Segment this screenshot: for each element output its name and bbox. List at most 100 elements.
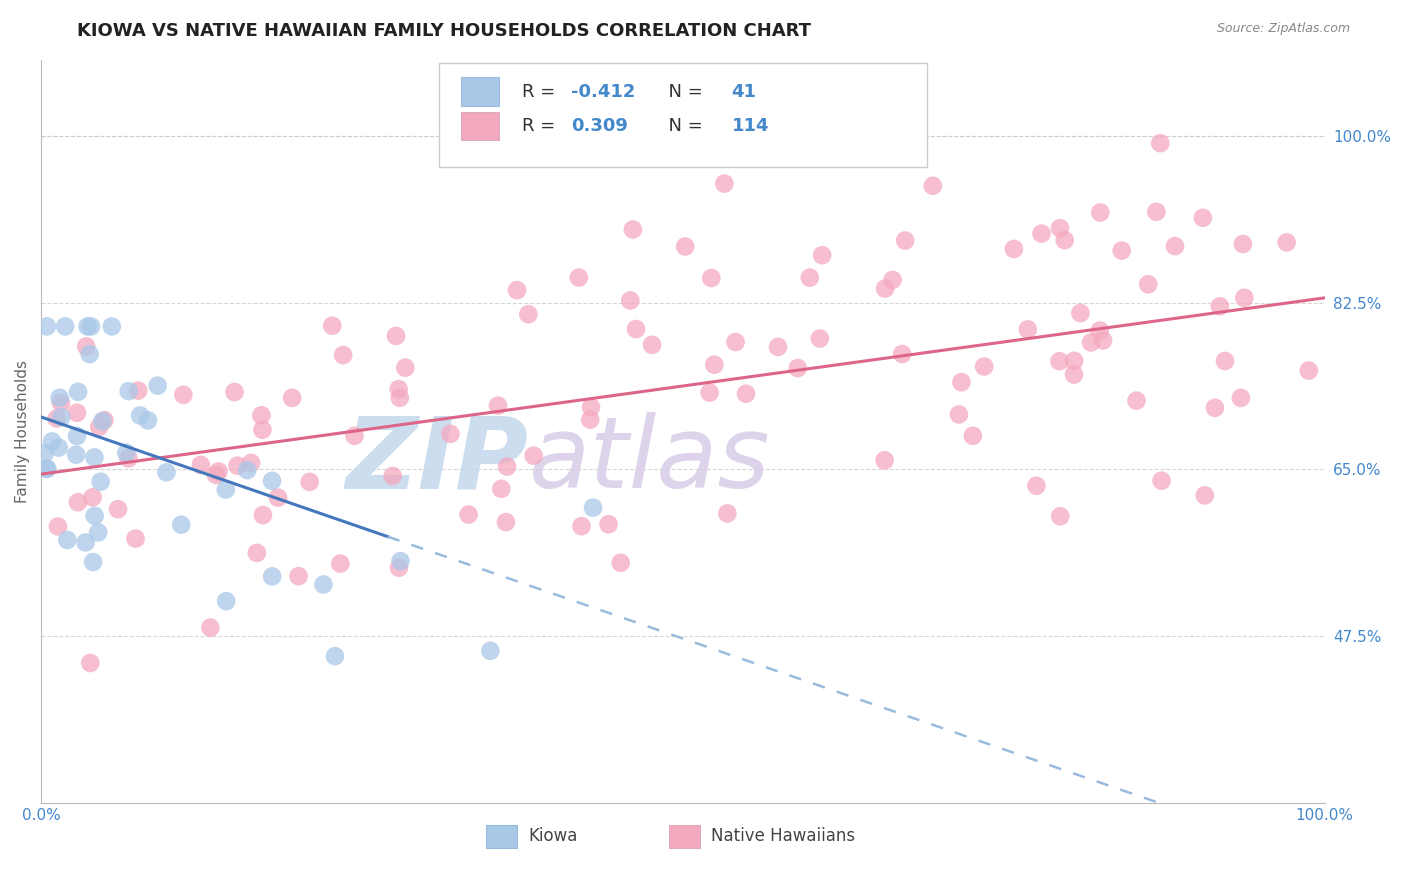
Text: N =: N = <box>657 117 709 135</box>
Text: ZIP: ZIP <box>346 412 529 509</box>
Point <box>146 378 169 392</box>
Point <box>568 270 591 285</box>
Text: Native Hawaiians: Native Hawaiians <box>711 828 855 846</box>
Point <box>1275 235 1298 250</box>
Point <box>735 386 758 401</box>
Point <box>35 319 58 334</box>
Point <box>388 382 411 396</box>
Point <box>1092 334 1115 348</box>
FancyBboxPatch shape <box>439 63 927 168</box>
Point <box>1298 363 1320 377</box>
Point <box>389 554 412 568</box>
Point <box>1137 277 1160 292</box>
Point <box>262 569 284 583</box>
Point <box>53 319 76 334</box>
Point <box>287 569 309 583</box>
Point <box>457 508 479 522</box>
Point <box>388 560 411 574</box>
Point <box>82 555 104 569</box>
Point <box>252 423 274 437</box>
Point <box>973 359 995 374</box>
Point <box>962 429 984 443</box>
Point <box>1080 335 1102 350</box>
Point <box>486 399 509 413</box>
Point <box>321 318 343 333</box>
Point <box>517 307 540 321</box>
Point <box>34 446 56 460</box>
Point <box>323 649 346 664</box>
Point <box>207 465 229 479</box>
Point <box>1031 227 1053 241</box>
Point <box>76 319 98 334</box>
Point <box>786 361 808 376</box>
Point <box>1069 306 1091 320</box>
Point <box>56 533 79 547</box>
Point <box>46 519 69 533</box>
Point <box>882 273 904 287</box>
Point <box>224 384 246 399</box>
Point <box>252 508 274 522</box>
Point <box>281 391 304 405</box>
Point <box>1150 474 1173 488</box>
Point <box>51 410 73 425</box>
Point <box>716 507 738 521</box>
Point <box>724 334 747 349</box>
Point <box>439 426 461 441</box>
Point <box>1025 479 1047 493</box>
Point <box>115 445 138 459</box>
Point <box>80 319 103 334</box>
Point <box>83 508 105 523</box>
Text: N =: N = <box>657 83 709 101</box>
Point <box>609 556 631 570</box>
Point <box>250 409 273 423</box>
Point <box>127 384 149 398</box>
Point <box>703 358 725 372</box>
Point <box>190 458 212 472</box>
Point <box>621 222 644 236</box>
Point <box>799 270 821 285</box>
Point <box>700 271 723 285</box>
Point <box>598 517 620 532</box>
Point <box>1002 242 1025 256</box>
Point <box>260 474 283 488</box>
Point <box>1125 393 1147 408</box>
Text: 114: 114 <box>731 117 769 135</box>
Point <box>1049 509 1071 524</box>
Point <box>495 515 517 529</box>
Point <box>107 502 129 516</box>
Point <box>699 385 721 400</box>
Point <box>170 517 193 532</box>
Point <box>200 621 222 635</box>
Point <box>1149 136 1171 151</box>
Point <box>83 450 105 465</box>
Point <box>1192 211 1215 225</box>
Point <box>172 388 194 402</box>
Point <box>82 490 104 504</box>
Point <box>75 535 97 549</box>
Point <box>49 396 72 410</box>
Point <box>1232 237 1254 252</box>
Point <box>381 469 404 483</box>
Point <box>246 546 269 560</box>
Point <box>1230 391 1253 405</box>
Point <box>267 491 290 505</box>
Point <box>343 429 366 443</box>
Point <box>124 532 146 546</box>
Point <box>79 656 101 670</box>
Text: -0.412: -0.412 <box>571 83 636 101</box>
Point <box>673 239 696 253</box>
Point <box>948 408 970 422</box>
Point <box>1063 368 1085 382</box>
Point <box>713 177 735 191</box>
Point <box>329 557 352 571</box>
Point <box>87 525 110 540</box>
Point <box>766 340 789 354</box>
Point <box>891 347 914 361</box>
Point <box>37 461 59 475</box>
Point <box>894 234 917 248</box>
Point <box>155 465 177 479</box>
Point <box>388 391 411 405</box>
Point <box>67 384 90 399</box>
Point <box>1194 488 1216 502</box>
Point <box>89 420 111 434</box>
